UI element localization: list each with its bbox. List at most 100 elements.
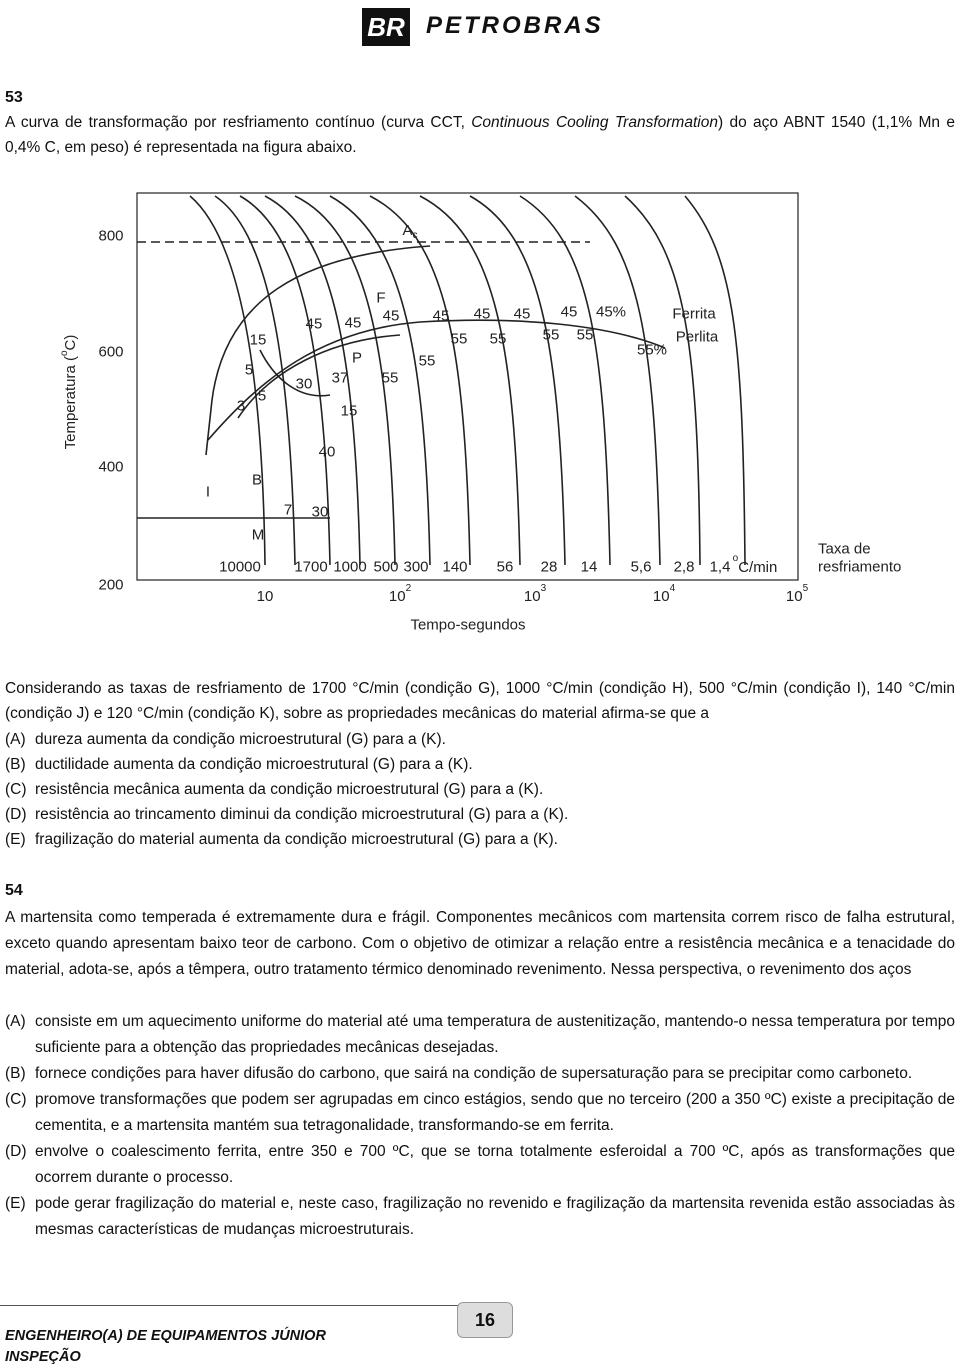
options: (A) consiste em um aquecimento uniforme d… [0,1009,955,1243]
region-label: 45 [474,306,491,323]
region-label: M [252,527,265,544]
region-label: 30 [312,504,329,521]
option-letter: (B) [5,1065,26,1082]
text: C/min [738,559,777,576]
option-letter: (A) [5,1013,26,1030]
option-text: fragilização do material aumenta da cond… [35,831,558,848]
x-tick-label: 105 [786,583,809,605]
rate-label: 28 [541,559,558,576]
text: 10 [786,588,803,605]
region-label: 45 [306,316,323,333]
option-letter: (D) [5,1143,27,1160]
region-label: P [352,350,362,367]
region-label: 3 [237,398,245,415]
region-label: 55 [419,353,436,370]
option-text: pode gerar fragilização do material e, n… [35,1195,955,1238]
region-label: 55 [577,327,594,344]
region-label: B [252,472,262,489]
region-label: 30 [296,376,313,393]
region-label: 5 [258,388,266,405]
transition-curve [259,349,331,397]
superscript: 2 [406,583,412,594]
option-letter: (C) [5,1091,27,1108]
cct-figure: Ac Temperatura (oC) 800 600 400 200 Temp… [59,192,901,634]
bainite-curve [237,334,401,419]
x-tick-label: 102 [389,583,412,605]
region-label: 5 [245,362,253,379]
rate-label: 500 [373,559,398,576]
option: (B) fornece condições para haver difusão … [5,1061,955,1087]
y-tick-label: 600 [98,344,123,361]
rate-labels: 10000 1700 1000 500 300 140 56 28 14 5,6 2,8 1,4 [219,559,730,576]
rate-caption: Taxa de [818,541,871,558]
rate-label: 1,4 [710,559,731,576]
option: (E) fragilização do material aumenta da c… [5,827,955,852]
question-number: 53 [5,89,23,106]
y-tick-label: 800 [98,228,123,245]
frame [136,192,799,581]
option: (A) consiste em um aquecimento uniforme d… [5,1009,955,1061]
x-axis-title: Tempo-segundos [410,617,525,634]
rate-label: 14 [581,559,598,576]
region-label: 55 [543,327,560,344]
option-text: consiste em um aquecimento uniforme do m… [35,1013,955,1056]
option-text: ductilidade aumenta da condição microest… [35,756,473,773]
rate-label: 140 [442,559,467,576]
text: 10 [389,588,406,605]
option: (D) envolve o coalescimento ferrita, entr… [5,1139,955,1191]
text: C) [62,335,79,351]
option-text: resistência mecânica aumenta da condição… [35,781,544,798]
option-text: dureza aumenta da condição microestrutur… [35,731,446,748]
region-label: 45 [433,308,450,325]
region-label: F [376,290,385,307]
text: ) do aço ABNT 1540 (1,1% Mn e 0,4% C, em… [5,114,956,156]
region-label: 55 [451,331,468,348]
page-number: 16 [457,1302,513,1338]
x-tick-label: 104 [653,583,676,605]
rate-label: 10000 [219,559,261,576]
question-stem: Considerando as taxas de resfriamento de… [5,680,955,722]
rate-label: 1700 [294,559,327,576]
options: (A) dureza aumenta da condição microestru… [0,727,955,852]
question-number: 54 [5,882,23,899]
footer-rule [0,1305,470,1306]
region-label: Ferrita [672,306,716,323]
option-letter: (B) [5,756,26,773]
pearlite-finish [207,319,666,441]
x-tick-label: 10 [257,588,274,605]
region-label: 55% [637,342,667,359]
superscript: 3 [541,583,547,594]
superscript: 4 [670,583,676,594]
rate-label: 5,6 [631,559,652,576]
x-tick-label: 103 [524,583,547,605]
region-label: 45 [514,306,531,323]
option: (B) ductilidade aumenta da condição micro… [5,752,955,777]
region-label: 55 [490,331,507,348]
option: (C) resistência mecânica aumenta da condi… [5,777,955,802]
text: A [402,222,412,239]
rate-label: 2,8 [674,559,695,576]
x-ticks: 10 102 103 104 105 [257,583,809,605]
region-label: 55 [382,370,399,387]
question-stem: A martensita como temperada é extremamen… [5,909,955,978]
region-label: 37 [332,370,349,387]
y-axis-title: Temperatura (oC) [59,335,79,450]
region-label: 45 [383,308,400,325]
option-letter: (E) [5,1195,26,1212]
option-text: envolve o coalescimento ferrita, entre 3… [35,1143,955,1186]
question-intro: A curva de transformação por resfriament… [5,111,955,160]
option: (E) pode gerar fragilização do material e… [5,1191,955,1243]
option: (D) resistência ao trincamento diminui da… [5,802,955,827]
region-label: 40 [319,444,336,461]
text: 10 [653,588,670,605]
option-letter: (C) [5,781,27,798]
brand: PETROBRAS [426,12,604,39]
text: Temperatura ( [62,356,79,449]
y-tick-label: 400 [98,459,123,476]
rate-caption: resfriamento [818,559,901,576]
rate-label: 56 [497,559,514,576]
ac-label: Ac [402,222,417,241]
